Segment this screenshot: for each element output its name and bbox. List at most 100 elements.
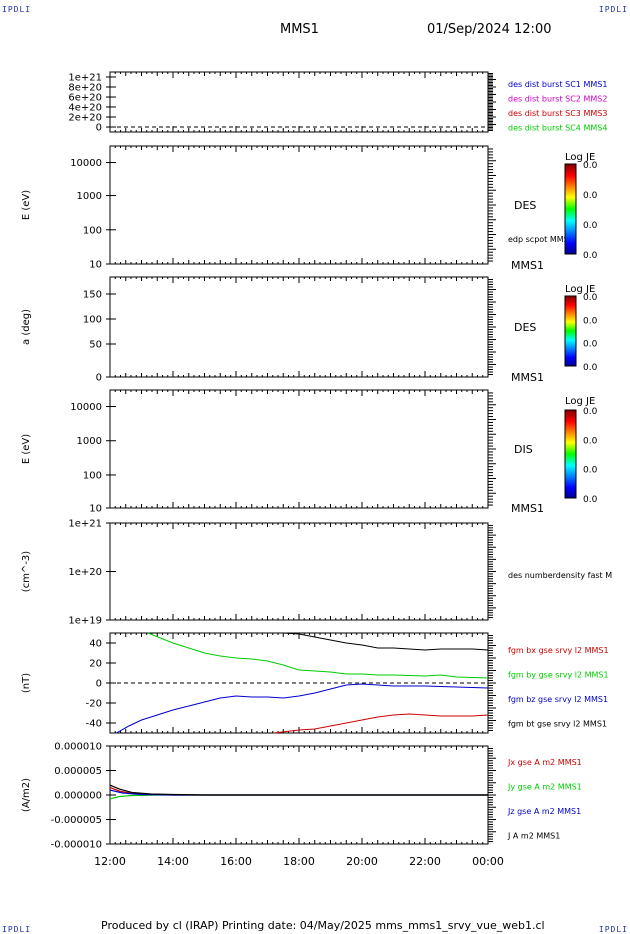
y-tick-label: 10000 xyxy=(70,402,102,413)
y-tick-label: 1e+21 xyxy=(68,519,102,530)
y-tick-label: 1e+21 xyxy=(68,72,102,83)
legend-entry: fgm by gse srvy l2 MMS1 xyxy=(508,671,609,680)
panel-frame-dis_energy xyxy=(109,389,489,509)
y-tick-label: -40 xyxy=(86,719,102,730)
footer-logo-left: IPDLI xyxy=(2,925,32,934)
y-tick-label: 10 xyxy=(89,260,102,271)
legend-entry: fgm bz gse srvy l2 MMS1 xyxy=(508,695,608,704)
panel-frame-dist xyxy=(109,71,489,133)
corner-logo-right: IPDLI xyxy=(598,5,628,14)
panel-frame-density xyxy=(109,522,489,621)
y-tick-label: 1000 xyxy=(77,436,102,447)
y-axis-label: (A/m2) xyxy=(21,778,32,812)
colorbar-tick-label: 0.0 xyxy=(583,363,598,373)
time-tick-label: 16:00 xyxy=(220,855,252,868)
y-tick-label: 0.000005 xyxy=(54,766,102,777)
time-tick-label: 18:00 xyxy=(283,855,315,868)
y-tick-label: 100 xyxy=(83,225,102,236)
y-axis-label: E (eV) xyxy=(21,190,32,220)
colorbar-tick-label: 0.0 xyxy=(583,191,598,201)
y-tick-label: 40 xyxy=(89,639,102,650)
y-tick-label: -0.000010 xyxy=(51,840,102,851)
y-axis-label: (cm^-3) xyxy=(21,551,32,592)
instrument-label: DES xyxy=(514,321,536,334)
colorbar xyxy=(564,163,577,255)
series-line xyxy=(116,683,489,734)
y-axis-label: a (deg) xyxy=(21,309,32,345)
y-tick-label: -20 xyxy=(86,699,102,710)
legend-entry: des dist burst SC3 MMS3 xyxy=(508,109,607,118)
colorbar-tick-label: 0.0 xyxy=(583,340,598,350)
y-tick-label: 150 xyxy=(83,290,102,301)
y-axis-label: E (eV) xyxy=(21,434,32,464)
colorbar-title: Log JE xyxy=(565,396,595,407)
y-tick-label: -0.000005 xyxy=(51,815,102,826)
colorbar-tick-label: 0.0 xyxy=(583,466,598,476)
series-line xyxy=(283,632,489,651)
legend-entry: des numberdensity fast M xyxy=(508,571,612,580)
instrument-label: DES xyxy=(514,199,536,212)
legend-entry: fgm bt gse srvy l2 MMS1 xyxy=(508,720,607,729)
colorbar xyxy=(564,409,577,499)
legend-entry: Jx gse A m2 MMS1 xyxy=(507,758,582,767)
y-tick-label: 1e+19 xyxy=(68,616,102,627)
legend-entry: des dist burst SC1 MMS1 xyxy=(508,80,607,89)
y-tick-label: 50 xyxy=(89,340,102,351)
colorbar-tick-label: 0.0 xyxy=(583,161,598,171)
y-tick-label: 2e+20 xyxy=(68,113,102,124)
y-tick-label: 20 xyxy=(89,659,102,670)
panel-frame-des_pitch xyxy=(109,276,489,378)
corner-logo-left: IPDLI xyxy=(2,5,32,14)
colorbar-tick-label: 0.0 xyxy=(583,316,598,326)
y-tick-label: 0.000010 xyxy=(54,742,102,753)
legend-entry: des dist burst SC4 MMS4 xyxy=(508,124,607,133)
y-tick-label: 0.000000 xyxy=(54,791,102,802)
y-axis-label: (nT) xyxy=(21,673,32,693)
y-tick-label: 100 xyxy=(83,470,102,481)
y-tick-label: 1e+20 xyxy=(68,567,102,578)
legend-entry: fgm bx gse srvy l2 MMS1 xyxy=(508,646,609,655)
y-tick-label: 8e+20 xyxy=(68,83,102,94)
colorbar-tick-label: 0.0 xyxy=(583,293,598,303)
time-tick-label: 12:00 xyxy=(94,855,126,868)
y-tick-label: 4e+20 xyxy=(68,102,102,113)
spacecraft-label: MMS1 xyxy=(511,371,544,384)
footer-logo-right: IPDLI xyxy=(598,925,628,934)
time-tick-label: 22:00 xyxy=(409,855,441,868)
colorbar-tick-label: 0.0 xyxy=(583,495,598,505)
time-tick-label: 14:00 xyxy=(157,855,189,868)
colorbar-tick-label: 0.0 xyxy=(583,251,598,261)
summary-plot: 1e+218e+206e+204e+202e+20010000100010010… xyxy=(21,71,612,868)
legend-entry: Jz gse A m2 MMS1 xyxy=(507,807,581,816)
colorbar-tick-label: 0.0 xyxy=(583,436,598,446)
colorbar-title: Log JE xyxy=(565,284,595,295)
series-line xyxy=(109,784,488,796)
y-tick-label: 100 xyxy=(83,315,102,326)
y-tick-label: 6e+20 xyxy=(68,93,102,104)
footer-credit: Produced by cl (IRAP) Printing date: 04/… xyxy=(101,919,545,932)
scpot-label: edp scpot MMS1 xyxy=(508,235,574,244)
spacecraft-title: MMS1 xyxy=(280,22,319,37)
y-tick-label: 10000 xyxy=(70,158,102,169)
colorbar-tick-label: 0.0 xyxy=(583,407,598,417)
colorbar-title: Log JE xyxy=(565,152,595,163)
y-tick-label: 0 xyxy=(96,123,102,134)
y-tick-label: 0 xyxy=(96,373,102,384)
colorbar xyxy=(564,295,577,367)
spacecraft-label: MMS1 xyxy=(511,259,544,272)
time-tick-label: 00:00 xyxy=(472,855,504,868)
time-tick-label: 20:00 xyxy=(346,855,378,868)
legend-entry: des dist burst SC2 MMS2 xyxy=(508,95,607,104)
legend-entry: Jy gse A m2 MMS1 xyxy=(507,783,582,792)
series-line xyxy=(273,713,489,734)
panel-frame-des_energy xyxy=(109,145,489,265)
spacecraft-label: MMS1 xyxy=(511,502,544,515)
colorbar-tick-label: 0.0 xyxy=(583,221,598,231)
legend-entry: J A m2 MMS1 xyxy=(507,832,560,841)
y-tick-label: 1000 xyxy=(77,191,102,202)
instrument-label: DIS xyxy=(514,443,533,456)
y-tick-label: 0 xyxy=(96,679,102,690)
series-line xyxy=(147,632,489,679)
y-tick-label: 10 xyxy=(89,504,102,515)
datetime-label: 01/Sep/2024 12:00 xyxy=(427,22,552,37)
